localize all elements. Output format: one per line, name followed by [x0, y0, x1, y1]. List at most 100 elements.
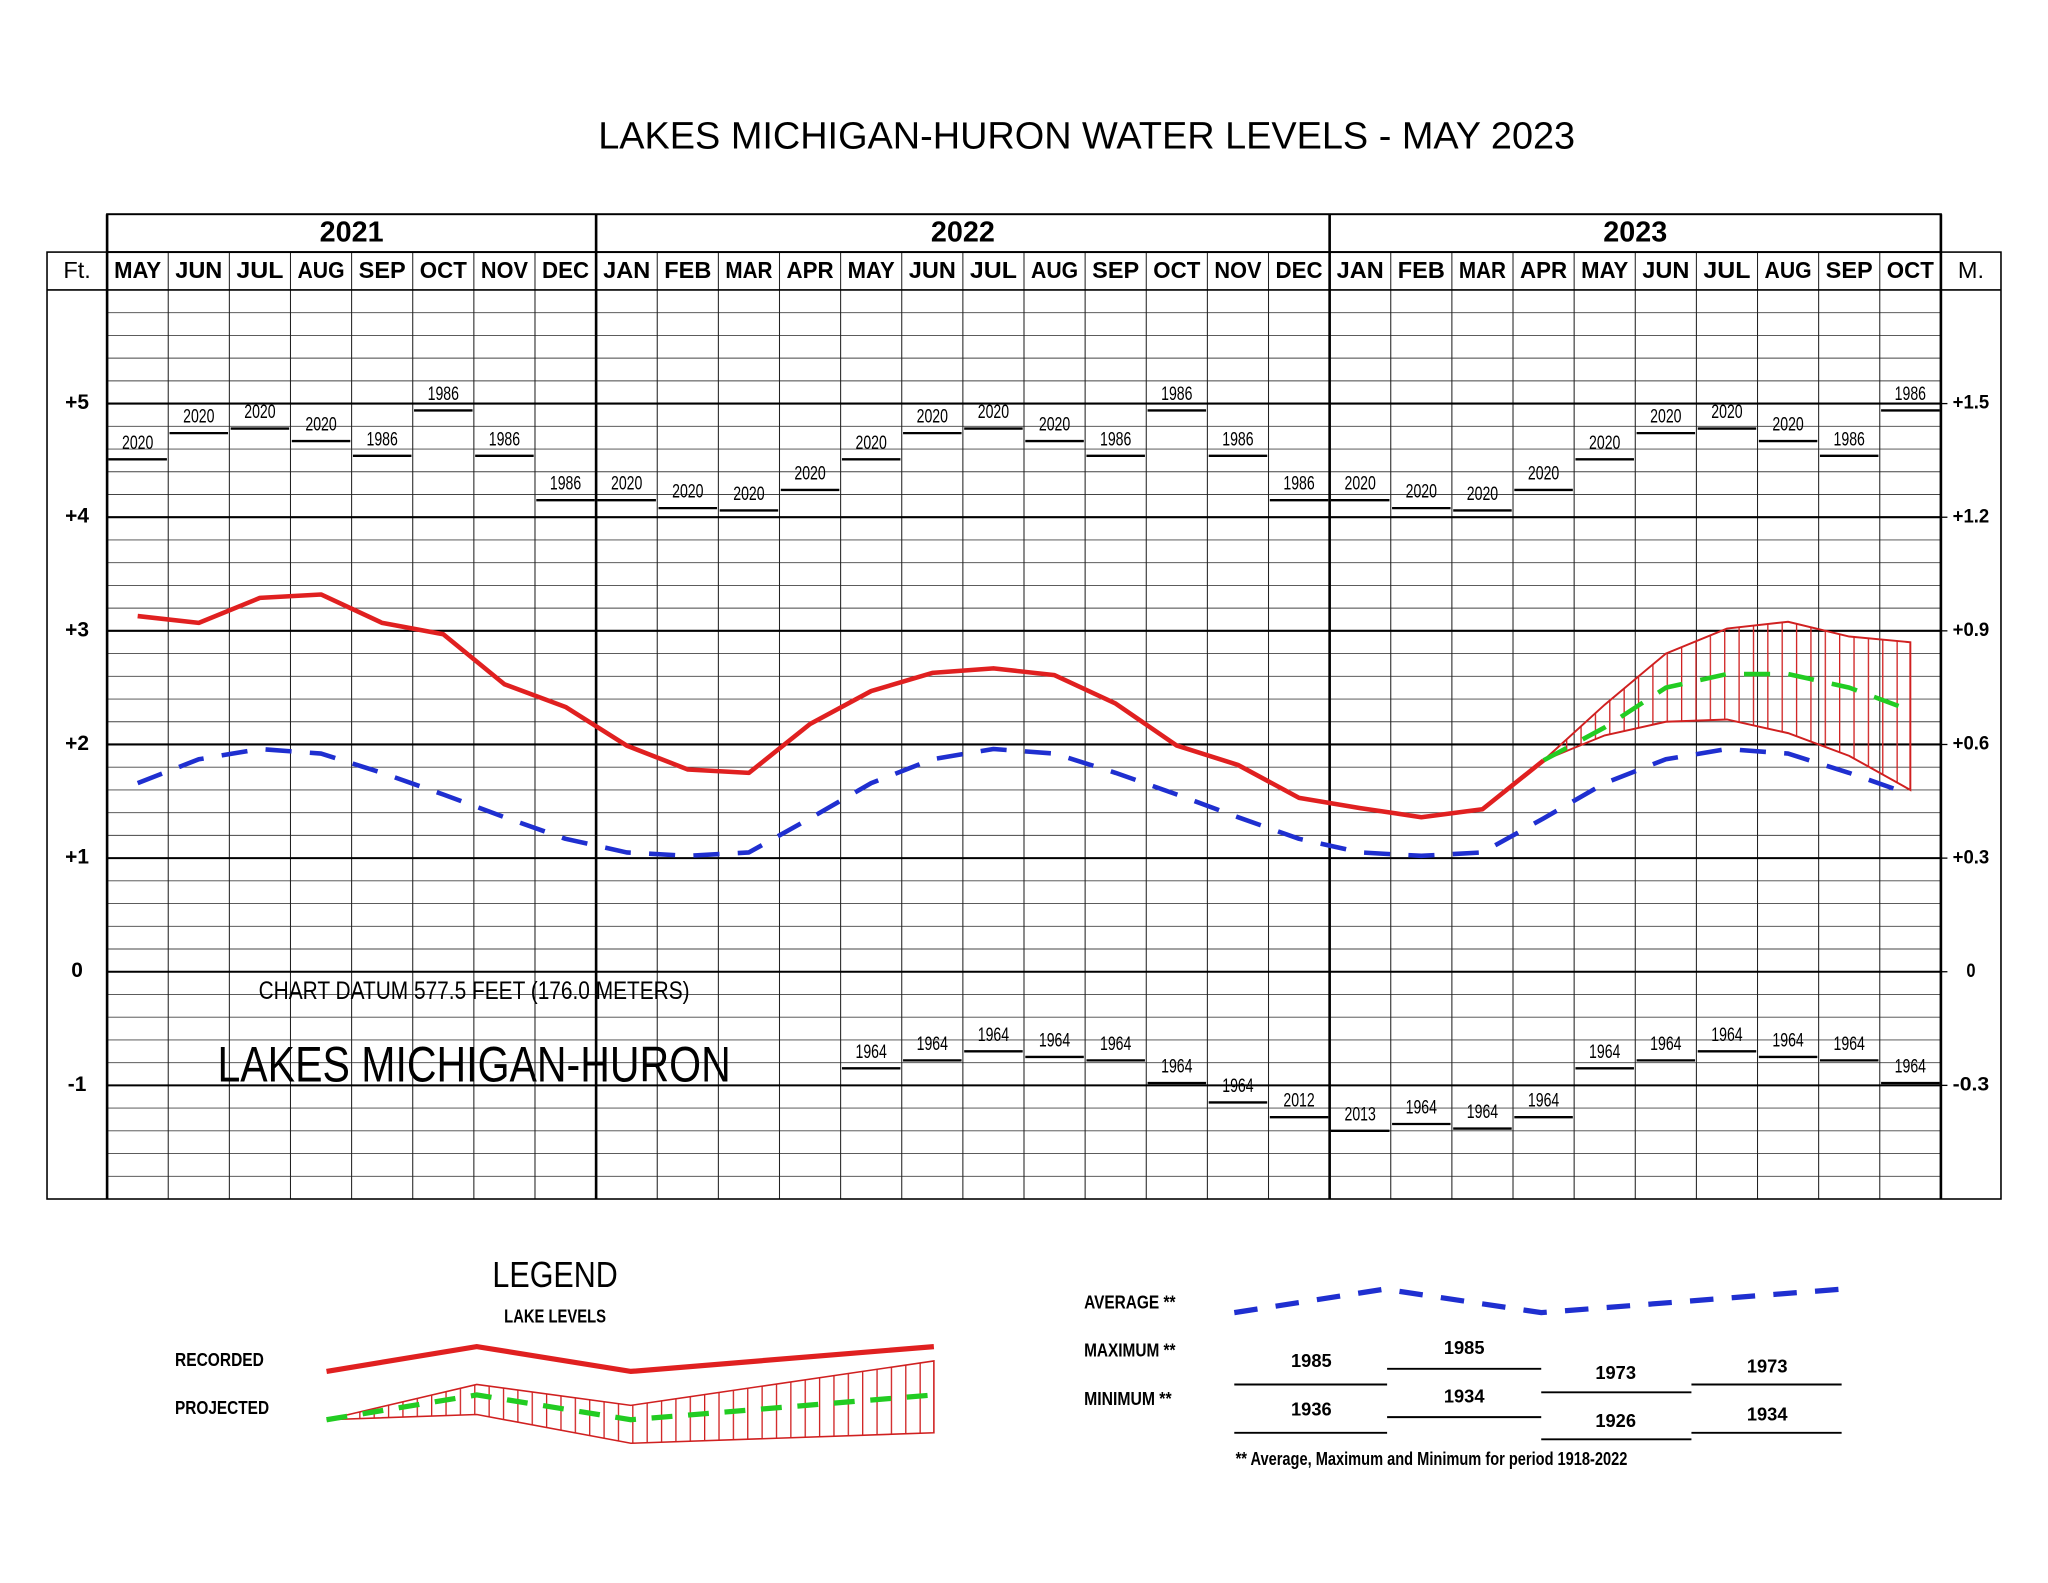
maximum-year-label: 2020 — [1345, 473, 1376, 495]
minimum-year-label: 1964 — [1467, 1101, 1498, 1123]
y2-tick-label: +0.6 — [1953, 733, 1990, 755]
y-tick-label: +3 — [65, 618, 89, 641]
maximum-year-label: 1986 — [489, 428, 520, 450]
x-tick-label: NOV — [1214, 257, 1261, 283]
maximum-year-label: 1986 — [1161, 383, 1192, 405]
x-tick-label: JUN — [1642, 257, 1689, 283]
maximum-year-label: 2020 — [183, 406, 214, 428]
x-tick-label: JUN — [909, 257, 956, 283]
x-tick-label: MAR — [1459, 257, 1506, 283]
minimum-year-label: 1964 — [1834, 1033, 1865, 1055]
minimum-year-label: 2013 — [1345, 1103, 1376, 1125]
maximum-year-label: 1986 — [366, 428, 397, 450]
y2-tick-label: +1.5 — [1953, 392, 1990, 414]
y2-tick-label: 0 — [1966, 960, 1975, 982]
x-tick-label: MAY — [114, 257, 161, 283]
legend-label: PROJECTED — [175, 1397, 269, 1418]
x-tick-label: OCT — [1887, 257, 1935, 283]
x-tick-label: JUL — [970, 257, 1017, 283]
year-label: 2021 — [320, 216, 384, 248]
x-tick-label: DEC — [542, 257, 589, 283]
maximum-year-label: 2020 — [856, 432, 887, 454]
x-tick-label: MAY — [1581, 257, 1628, 283]
x-tick-label: SEP — [359, 257, 406, 283]
x-tick-label: FEB — [664, 257, 711, 283]
legend-label: RECORDED — [175, 1349, 264, 1370]
legend-label: MAXIMUM ** — [1084, 1340, 1176, 1361]
legend-min-year: 1936 — [1291, 1398, 1332, 1419]
x-tick-label: APR — [787, 257, 834, 283]
legend-average-sample — [1233, 1286, 1842, 1316]
y-tick-label: -1 — [68, 1073, 87, 1096]
projected-range — [1542, 620, 1912, 792]
maximum-year-label: 2020 — [1467, 483, 1498, 505]
x-tick-label: SEP — [1092, 257, 1139, 283]
maximum-year-label: 2020 — [978, 401, 1009, 423]
minimum-year-label: 1964 — [1711, 1024, 1742, 1046]
maximum-year-label: 1986 — [1100, 428, 1131, 450]
y-tick-label: +4 — [65, 505, 89, 528]
y-tick-label: +1 — [65, 846, 89, 869]
maximum-year-label: 2020 — [244, 401, 275, 423]
legend-projected-sample — [326, 1392, 935, 1423]
x-tick-label: OCT — [420, 257, 468, 283]
y2-tick-label: +0.9 — [1953, 619, 1990, 641]
x-tick-label: JUL — [1703, 257, 1750, 283]
plot-area: MAY JUN JUL AUG SEP OCT NOV DEC JAN FEB MAR APR MAY J… — [46, 213, 2002, 1200]
legend-max-year: 1973 — [1595, 1362, 1636, 1383]
maximum-year-label: 2020 — [305, 414, 336, 436]
legend-min-year: 1934 — [1747, 1404, 1788, 1425]
legend-subtitle: LAKE LEVELS — [504, 1306, 606, 1327]
minimum-year-label: 1964 — [1161, 1056, 1192, 1078]
legend-label: MINIMUM ** — [1084, 1388, 1172, 1409]
x-tick-label: AUG — [1765, 257, 1812, 283]
minimum-year-label: 1964 — [1100, 1033, 1131, 1055]
x-tick-label: OCT — [1153, 257, 1201, 283]
y-tick-label: +2 — [65, 732, 89, 755]
legend-min-year: 1934 — [1444, 1385, 1485, 1406]
maximum-year-label: 1986 — [1222, 428, 1253, 450]
maximum-year-label: 1986 — [428, 383, 459, 405]
y-axis-label: Ft. — [63, 257, 90, 283]
legend-max-year: 1973 — [1747, 1355, 1788, 1376]
minimum-year-label: 1964 — [1528, 1090, 1559, 1112]
y2-axis-label: M. — [1958, 257, 1984, 283]
x-tick-label: SEP — [1826, 257, 1873, 283]
maximum-year-label: 2020 — [1589, 432, 1620, 454]
maximum-year-label: 2020 — [1406, 481, 1437, 503]
minimum-year-label: 2012 — [1283, 1090, 1314, 1112]
maximum-year-label: 2020 — [611, 473, 642, 495]
x-tick-label: APR — [1520, 257, 1567, 283]
y-tick-label: +5 — [65, 391, 89, 414]
maximum-year-label: 1986 — [1895, 383, 1926, 405]
y2-tick-label: +0.3 — [1953, 846, 1990, 868]
maximum-year-label: 2020 — [1650, 406, 1681, 428]
legend-max-year: 1985 — [1444, 1337, 1485, 1358]
x-tick-label: DEC — [1276, 257, 1323, 283]
chart-title: LAKES MICHIGAN-HURON WATER LEVELS - MAY … — [598, 115, 1575, 157]
minimum-year-label: 1964 — [1772, 1029, 1803, 1051]
year-label: 2023 — [1603, 216, 1667, 248]
maximum-year-label: 2020 — [917, 406, 948, 428]
x-tick-label: JUL — [236, 257, 283, 283]
minimum-year-label: 1964 — [1222, 1075, 1253, 1097]
minimum-year-label: 1964 — [1650, 1033, 1681, 1055]
legend-recorded-sample — [326, 1343, 935, 1375]
x-tick-label: JAN — [1337, 257, 1384, 283]
x-tick-label: AUG — [298, 257, 345, 283]
plot-frame — [46, 251, 2002, 1200]
legend-label: AVERAGE ** — [1084, 1291, 1176, 1312]
minimum-year-label: 1964 — [1406, 1097, 1437, 1119]
x-tick-label: FEB — [1398, 257, 1445, 283]
x-tick-label: MAR — [725, 257, 772, 283]
minimum-year-label: 1964 — [978, 1024, 1009, 1046]
maximum-year-label: 2020 — [672, 481, 703, 503]
footnote: ** Average, Maximum and Minimum for peri… — [1236, 1448, 1628, 1469]
legend-title: LEGEND — [492, 1254, 617, 1295]
minimum-year-label: 1964 — [1589, 1041, 1620, 1063]
y2-tick-label: +1.2 — [1953, 505, 1990, 527]
minimum-year-label: 1964 — [1895, 1056, 1926, 1078]
x-tick-label: MAY — [848, 257, 895, 283]
x-tick-label: AUG — [1031, 257, 1078, 283]
